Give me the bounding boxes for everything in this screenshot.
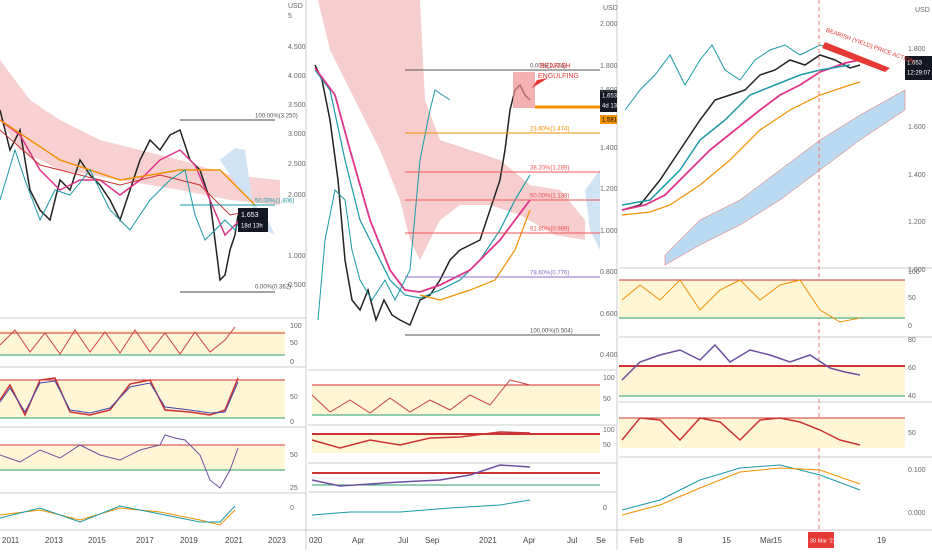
osc-tick: 50 xyxy=(603,442,611,449)
price-tick: 2.000 xyxy=(600,21,618,28)
annotation: BEARISH (YIELD) PRICE ACTION xyxy=(825,28,915,66)
fib-label: 0.00%(0.362) xyxy=(255,285,291,291)
date-tick: 2023 xyxy=(268,536,286,545)
osc-tick: 0 xyxy=(908,323,912,330)
date-tick: Sep xyxy=(425,536,440,545)
date-tick: Se xyxy=(596,536,606,545)
currency: USD xyxy=(915,7,930,14)
price-tick: 1.600 xyxy=(908,124,926,131)
panel-3-text: USD 1.800 1.600 1.400 1.200 1.000 1.653 … xyxy=(630,7,931,545)
osc-tick: 40 xyxy=(908,393,916,400)
price-tick: 1.800 xyxy=(908,46,926,53)
price-tick: 0.500 xyxy=(288,282,306,289)
annotation: ENGULFING xyxy=(538,73,579,80)
fib-label: 100.00%(0.504) xyxy=(530,329,573,335)
panel-3-drawing xyxy=(619,0,932,548)
price-tick: 1.800 xyxy=(600,63,618,70)
price-tag: 1.581 xyxy=(602,118,618,124)
date-tick: Apr xyxy=(352,536,365,545)
price-tick: 3.500 xyxy=(288,102,306,109)
fib-label: 0.00%(1.774) xyxy=(530,64,566,70)
price-tick: 1.400 xyxy=(600,145,618,152)
date-tick: 020 xyxy=(309,536,323,545)
date-tick: 2021 xyxy=(479,536,497,545)
osc-tick: 60 xyxy=(908,365,916,372)
osc-tick: 50 xyxy=(908,430,916,437)
price-tick: 1.600 xyxy=(600,87,618,94)
price-tag: 12:29:07 xyxy=(907,71,931,77)
osc-tick: 50 xyxy=(603,396,611,403)
panel-1-drawing xyxy=(0,60,285,526)
osc-tick: 0 xyxy=(290,419,294,426)
fib-label: 78.60%(0.776) xyxy=(530,271,569,277)
fib-label: 50.00%(1.806) xyxy=(255,199,294,205)
date-tick: Apr xyxy=(523,536,536,545)
fib-label: 38.20%(1.289) xyxy=(530,166,569,172)
fib-label: 50.00%(1.139) xyxy=(530,194,569,200)
date-tick: 2011 xyxy=(2,536,20,545)
date-tick: Jul xyxy=(398,536,408,545)
price-tag: 18d 13h xyxy=(241,224,263,230)
osc-tick: 0 xyxy=(290,359,294,366)
date-tick: 2021 xyxy=(225,536,243,545)
date-tick: Feb xyxy=(630,536,644,545)
osc-tick: 0 xyxy=(290,505,294,512)
price-tag: 1.653 xyxy=(602,94,618,100)
price-tag: 4d 13h xyxy=(602,104,620,110)
price-tag: 1.653 xyxy=(241,212,259,219)
date-tick: 2015 xyxy=(88,536,106,545)
price-tick: 4.000 xyxy=(288,73,306,80)
panel-2-drawing xyxy=(311,0,617,516)
osc-tick: 100 xyxy=(908,269,920,276)
price-tick: 1.000 xyxy=(288,253,306,260)
currency: USD xyxy=(288,3,303,10)
osc-tick: 100 xyxy=(603,375,615,382)
osc-tick: 50 xyxy=(290,452,298,459)
panel-2-text: USD 2.000 1.800 1.600 1.400 1.200 1.000 … xyxy=(309,5,620,545)
osc-tick: 100 xyxy=(290,323,302,330)
annotation: BEARISH xyxy=(540,63,571,70)
price-tick: 3.000 xyxy=(288,131,306,138)
date-tick: 2019 xyxy=(180,536,198,545)
date-tick: 19 xyxy=(877,536,886,545)
price-tag: 1.653 xyxy=(907,61,923,67)
panel-1-text: USD 5 4.500 4.000 3.500 3.000 2.500 2.00… xyxy=(2,3,306,545)
date-tick: 30 Mar '21 xyxy=(810,538,836,544)
price-tick: 1.400 xyxy=(908,172,926,179)
date-tick: 15 xyxy=(722,536,731,545)
fib-label: 61.80%(0.989) xyxy=(530,227,569,233)
osc-tick: 0 xyxy=(603,505,607,512)
date-tick: 8 xyxy=(678,536,683,545)
price-tick: 2.500 xyxy=(288,161,306,168)
price-tick: 4.500 xyxy=(288,44,306,51)
osc-tick: 0.000 xyxy=(908,510,926,517)
price-tick: 2.000 xyxy=(288,192,306,199)
osc-tick: 50 xyxy=(290,340,298,347)
osc-tick: 0.100 xyxy=(908,467,926,474)
fib-label: 100.00%(3.250) xyxy=(255,114,298,120)
osc-tick: 25 xyxy=(290,485,298,492)
osc-tick: 50 xyxy=(908,295,916,302)
currency: USD xyxy=(603,5,618,12)
price-tick: 0.800 xyxy=(600,269,618,276)
price-tick: 1.000 xyxy=(908,267,926,274)
price-tick: 0.600 xyxy=(600,311,618,318)
fib-label: 23.60%(1.474) xyxy=(530,127,569,133)
price-tick: 1.200 xyxy=(908,219,926,226)
date-tick: 2017 xyxy=(136,536,154,545)
price-tick: 0.400 xyxy=(600,352,618,359)
price-tick: 1.200 xyxy=(600,186,618,193)
price-tick: 1.000 xyxy=(600,228,618,235)
date-tick: Jul xyxy=(567,536,577,545)
osc-tick: 100 xyxy=(603,427,615,434)
osc-tick: 80 xyxy=(908,337,916,344)
price-tick: 5 xyxy=(288,13,292,20)
date-tick: 15 xyxy=(773,536,782,545)
date-tick: 2013 xyxy=(45,536,63,545)
osc-tick: 50 xyxy=(290,394,298,401)
date-tick: Mar xyxy=(760,536,774,545)
